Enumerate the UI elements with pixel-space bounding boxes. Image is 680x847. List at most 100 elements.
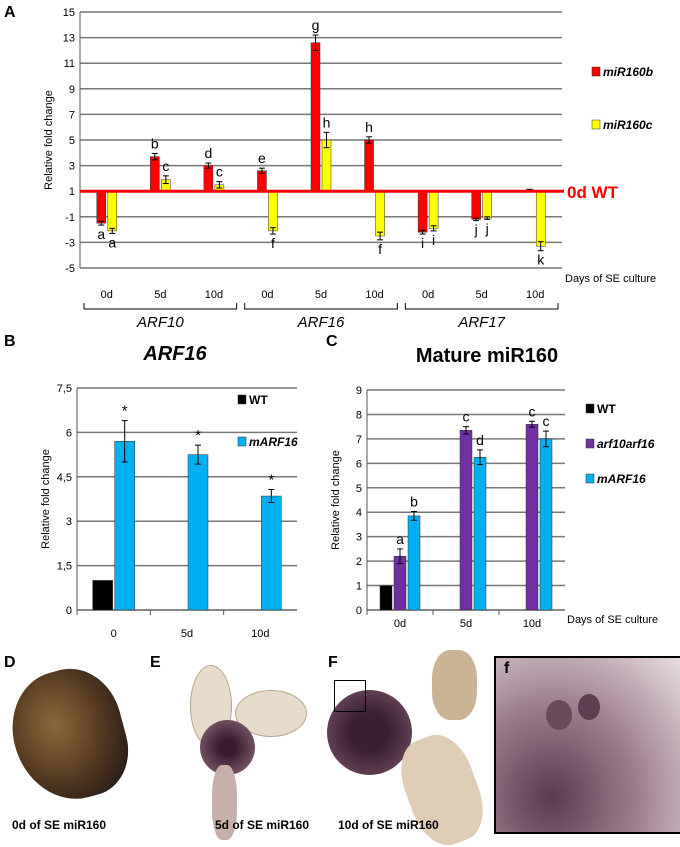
- x-tick-label: 0d: [422, 289, 434, 301]
- bar-miR160b: [96, 190, 107, 224]
- significance-letter: i: [421, 235, 424, 251]
- chart-title: ARF16: [142, 343, 207, 365]
- bar-arf10arf16: [393, 555, 407, 611]
- panel-label-b: B: [4, 333, 16, 350]
- panel-label-a: A: [4, 4, 16, 21]
- y-tick-label: 1: [69, 186, 75, 198]
- significance-letter: a: [396, 531, 404, 547]
- y-tick-label: -3: [65, 237, 75, 249]
- significance-letter: b: [410, 493, 418, 509]
- significance-letter: f: [271, 235, 275, 251]
- bar-mARF16: [407, 515, 421, 611]
- significance-letter: a: [108, 234, 116, 250]
- x-tick-label: 10d: [251, 628, 269, 640]
- significance-letter: c: [463, 409, 470, 425]
- legend-label: mARF16: [597, 472, 646, 486]
- legend-swatch: [591, 119, 601, 130]
- y-tick-label: 7,5: [57, 383, 72, 395]
- legend-swatch: [585, 403, 595, 414]
- x-tick-label: 5d: [460, 618, 472, 630]
- x-tick-label: 5d: [181, 628, 193, 640]
- significance-letter: *: [195, 427, 201, 444]
- y-axis-label: Relative fold change: [43, 90, 55, 190]
- significance-letter: i: [432, 232, 435, 248]
- y-tick-label: -5: [65, 263, 75, 275]
- y-tick-label: 4: [356, 507, 362, 519]
- x-tick-label: 10d: [205, 289, 223, 301]
- y-tick-label: 0: [66, 605, 72, 617]
- photo-caption-d: 0d of SE miR160: [12, 818, 107, 832]
- significance-letter: j: [474, 222, 478, 238]
- panel-label-c: C: [326, 333, 338, 350]
- group-label: ARF10: [136, 314, 184, 331]
- bar-miR160b: [310, 42, 321, 192]
- significance-letter: c: [543, 413, 550, 429]
- significance-letter: g: [312, 17, 320, 33]
- embryo-image-10d: [327, 690, 412, 775]
- embryo-cotyledon: [432, 650, 477, 720]
- bar-mARF16: [261, 495, 282, 611]
- y-tick-label: 3: [66, 516, 72, 528]
- x-tick-label: 0d: [101, 289, 113, 301]
- legend-label: WT: [249, 393, 268, 407]
- x-axis-label: Days of SE culture: [565, 273, 656, 285]
- group-bracket: [244, 303, 398, 310]
- y-tick-label: 4,5: [57, 472, 72, 484]
- y-tick-label: 5: [356, 483, 362, 495]
- x-tick-label: 0d: [394, 618, 406, 630]
- chart-title: Mature miR160: [416, 345, 558, 367]
- legend-swatch: [585, 438, 595, 449]
- y-tick-label: 2: [356, 556, 362, 568]
- legend-label: miR160b: [603, 65, 653, 79]
- y-tick-label: 7: [69, 109, 75, 121]
- bar-miR160c: [482, 190, 492, 219]
- embryo-image-0d: [0, 657, 139, 813]
- bar-miR160b: [257, 170, 267, 192]
- significance-letter: d: [204, 145, 212, 161]
- bar-miR160b: [471, 190, 481, 220]
- x-tick-label: 5d: [154, 289, 166, 301]
- x-tick-label: 0: [111, 628, 117, 640]
- panel-label-f: F: [328, 654, 338, 671]
- y-tick-label: 0: [356, 605, 362, 617]
- significance-letter: c: [529, 403, 536, 419]
- significance-letter: *: [268, 472, 274, 489]
- significance-letter: e: [258, 150, 266, 166]
- bar-miR160c: [375, 190, 385, 237]
- photo-panel-f: F 10d of SE miR160: [322, 650, 492, 847]
- bar-miR160b: [203, 165, 214, 192]
- y-tick-label: 1,5: [57, 561, 72, 573]
- significance-letter: f: [378, 241, 382, 257]
- significance-letter: j: [485, 220, 489, 236]
- photo-panel-f-detail: f: [494, 656, 680, 834]
- legend-swatch: [591, 66, 601, 77]
- embryo-hypocotyl: [212, 765, 237, 840]
- significance-letter: h: [323, 114, 331, 130]
- significance-letter: c: [162, 158, 169, 174]
- photo-caption-e: 5d of SE miR160: [215, 818, 310, 832]
- zoom-region-box: [334, 680, 366, 712]
- y-axis-label: Relative fold change: [40, 449, 52, 549]
- legend-label: miR160c: [603, 118, 653, 132]
- y-tick-label: 11: [64, 58, 75, 70]
- panel-label-d: D: [4, 654, 16, 671]
- bar-WT: [379, 585, 393, 611]
- y-tick-label: 7: [356, 434, 362, 446]
- photo-panel-d: D 0d of SE miR160: [0, 650, 140, 847]
- y-tick-label: 1: [356, 581, 362, 593]
- bar-miR160c: [107, 190, 118, 232]
- x-axis-label: Days of SE culture: [567, 614, 658, 626]
- x-tick-label: 10d: [523, 618, 541, 630]
- legend-swatch: [585, 473, 595, 484]
- significance-letter: k: [537, 252, 545, 268]
- photo-panel-e: E 5d of SE miR160: [150, 650, 320, 847]
- significance-letter: c: [216, 164, 223, 180]
- bar-miR160b: [417, 190, 428, 233]
- y-axis-label: Relative fold change: [330, 450, 342, 550]
- y-tick-label: 6: [66, 427, 72, 439]
- bar-miR160b: [150, 156, 160, 192]
- legend-label: mARF16: [249, 435, 298, 449]
- legend-label: arf10arf16: [597, 437, 655, 451]
- y-tick-label: 5: [69, 135, 75, 147]
